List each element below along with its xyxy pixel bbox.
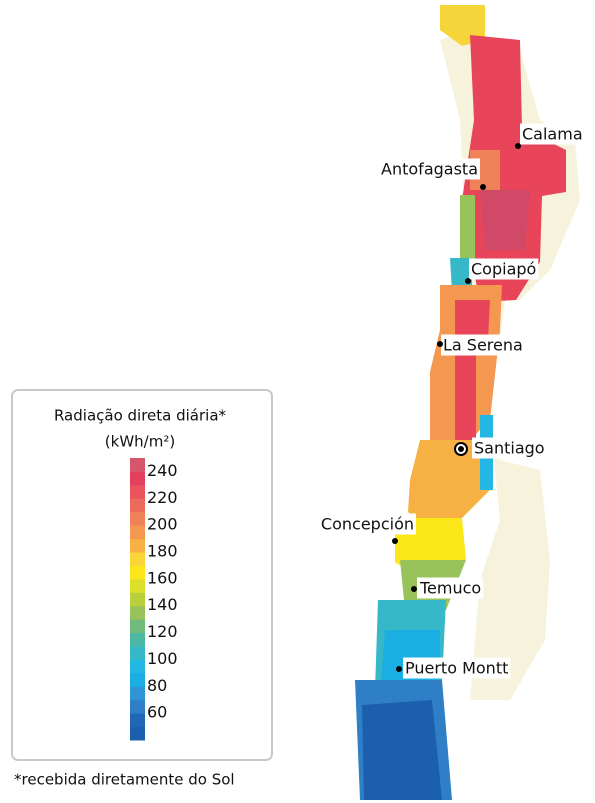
city-label-bg	[441, 334, 525, 356]
scale-tick-label: 160	[147, 568, 178, 587]
scale-tick-label: 180	[147, 542, 178, 561]
scale-tick-label: 60	[147, 703, 167, 722]
scale-band	[130, 632, 145, 647]
city-label: Copiapó	[471, 260, 536, 279]
scale-band	[130, 538, 145, 553]
scale-tick-label: 140	[147, 595, 178, 614]
scale-band	[130, 713, 145, 728]
scale-band	[130, 552, 145, 566]
cities: Calama Antofagasta Copiapó La Serena Santiag…	[318, 123, 585, 679]
city-label-bg	[318, 513, 416, 535]
scale-band	[130, 619, 145, 634]
legend-title: Radiação direta diária*	[54, 407, 227, 425]
scale-tick-label: 200	[147, 515, 178, 534]
scale-band	[130, 498, 145, 513]
scale-band	[130, 578, 145, 593]
city-label: Santiago	[474, 439, 545, 458]
city-dot	[411, 586, 417, 592]
city-label: Calama	[522, 125, 583, 144]
city-label-bg	[520, 123, 585, 145]
scale-band	[130, 565, 145, 580]
scale-band	[130, 686, 145, 701]
city-dot	[396, 666, 402, 672]
scale-band	[130, 525, 145, 540]
city-dot	[392, 538, 398, 544]
city-dot	[465, 278, 471, 284]
scale-tick-label: 80	[147, 676, 167, 695]
scale-band	[130, 471, 145, 486]
city-label: Antofagasta	[381, 160, 478, 179]
city-label: Puerto Montt	[405, 659, 508, 678]
city-label-bg	[403, 657, 511, 679]
scale-band	[130, 699, 145, 714]
city-dot	[480, 184, 486, 190]
scale-band	[130, 605, 145, 620]
scale-band	[130, 511, 145, 526]
city-dot	[515, 143, 521, 149]
scale-band	[130, 672, 145, 687]
city-label: La Serena	[443, 336, 523, 355]
legend-unit: (kWh/m²)	[105, 433, 175, 451]
city-label-bg	[379, 158, 480, 180]
scale-band	[130, 592, 145, 607]
scale-band	[130, 726, 145, 741]
scale-band	[130, 646, 145, 660]
scale-band	[130, 458, 145, 472]
scale-tick-label: 240	[147, 461, 178, 480]
city-label-bg	[469, 258, 539, 280]
city-label: Temuco	[419, 579, 481, 598]
scale-tick-label: 120	[147, 622, 178, 641]
city-label-bg	[472, 437, 547, 459]
scale-band	[130, 659, 145, 674]
scale-band	[130, 484, 145, 499]
color-scale: 240 220 200 180 160 140 120 100 80 60	[130, 458, 178, 741]
city-label: Concepción	[321, 515, 414, 534]
footnote: *recebida diretamente do Sol	[14, 771, 235, 789]
city-dot	[458, 446, 464, 452]
city-label-bg	[417, 577, 484, 599]
city-dot	[437, 341, 443, 347]
scale-tick-label: 220	[147, 488, 178, 507]
scale-tick-label: 100	[147, 649, 178, 668]
